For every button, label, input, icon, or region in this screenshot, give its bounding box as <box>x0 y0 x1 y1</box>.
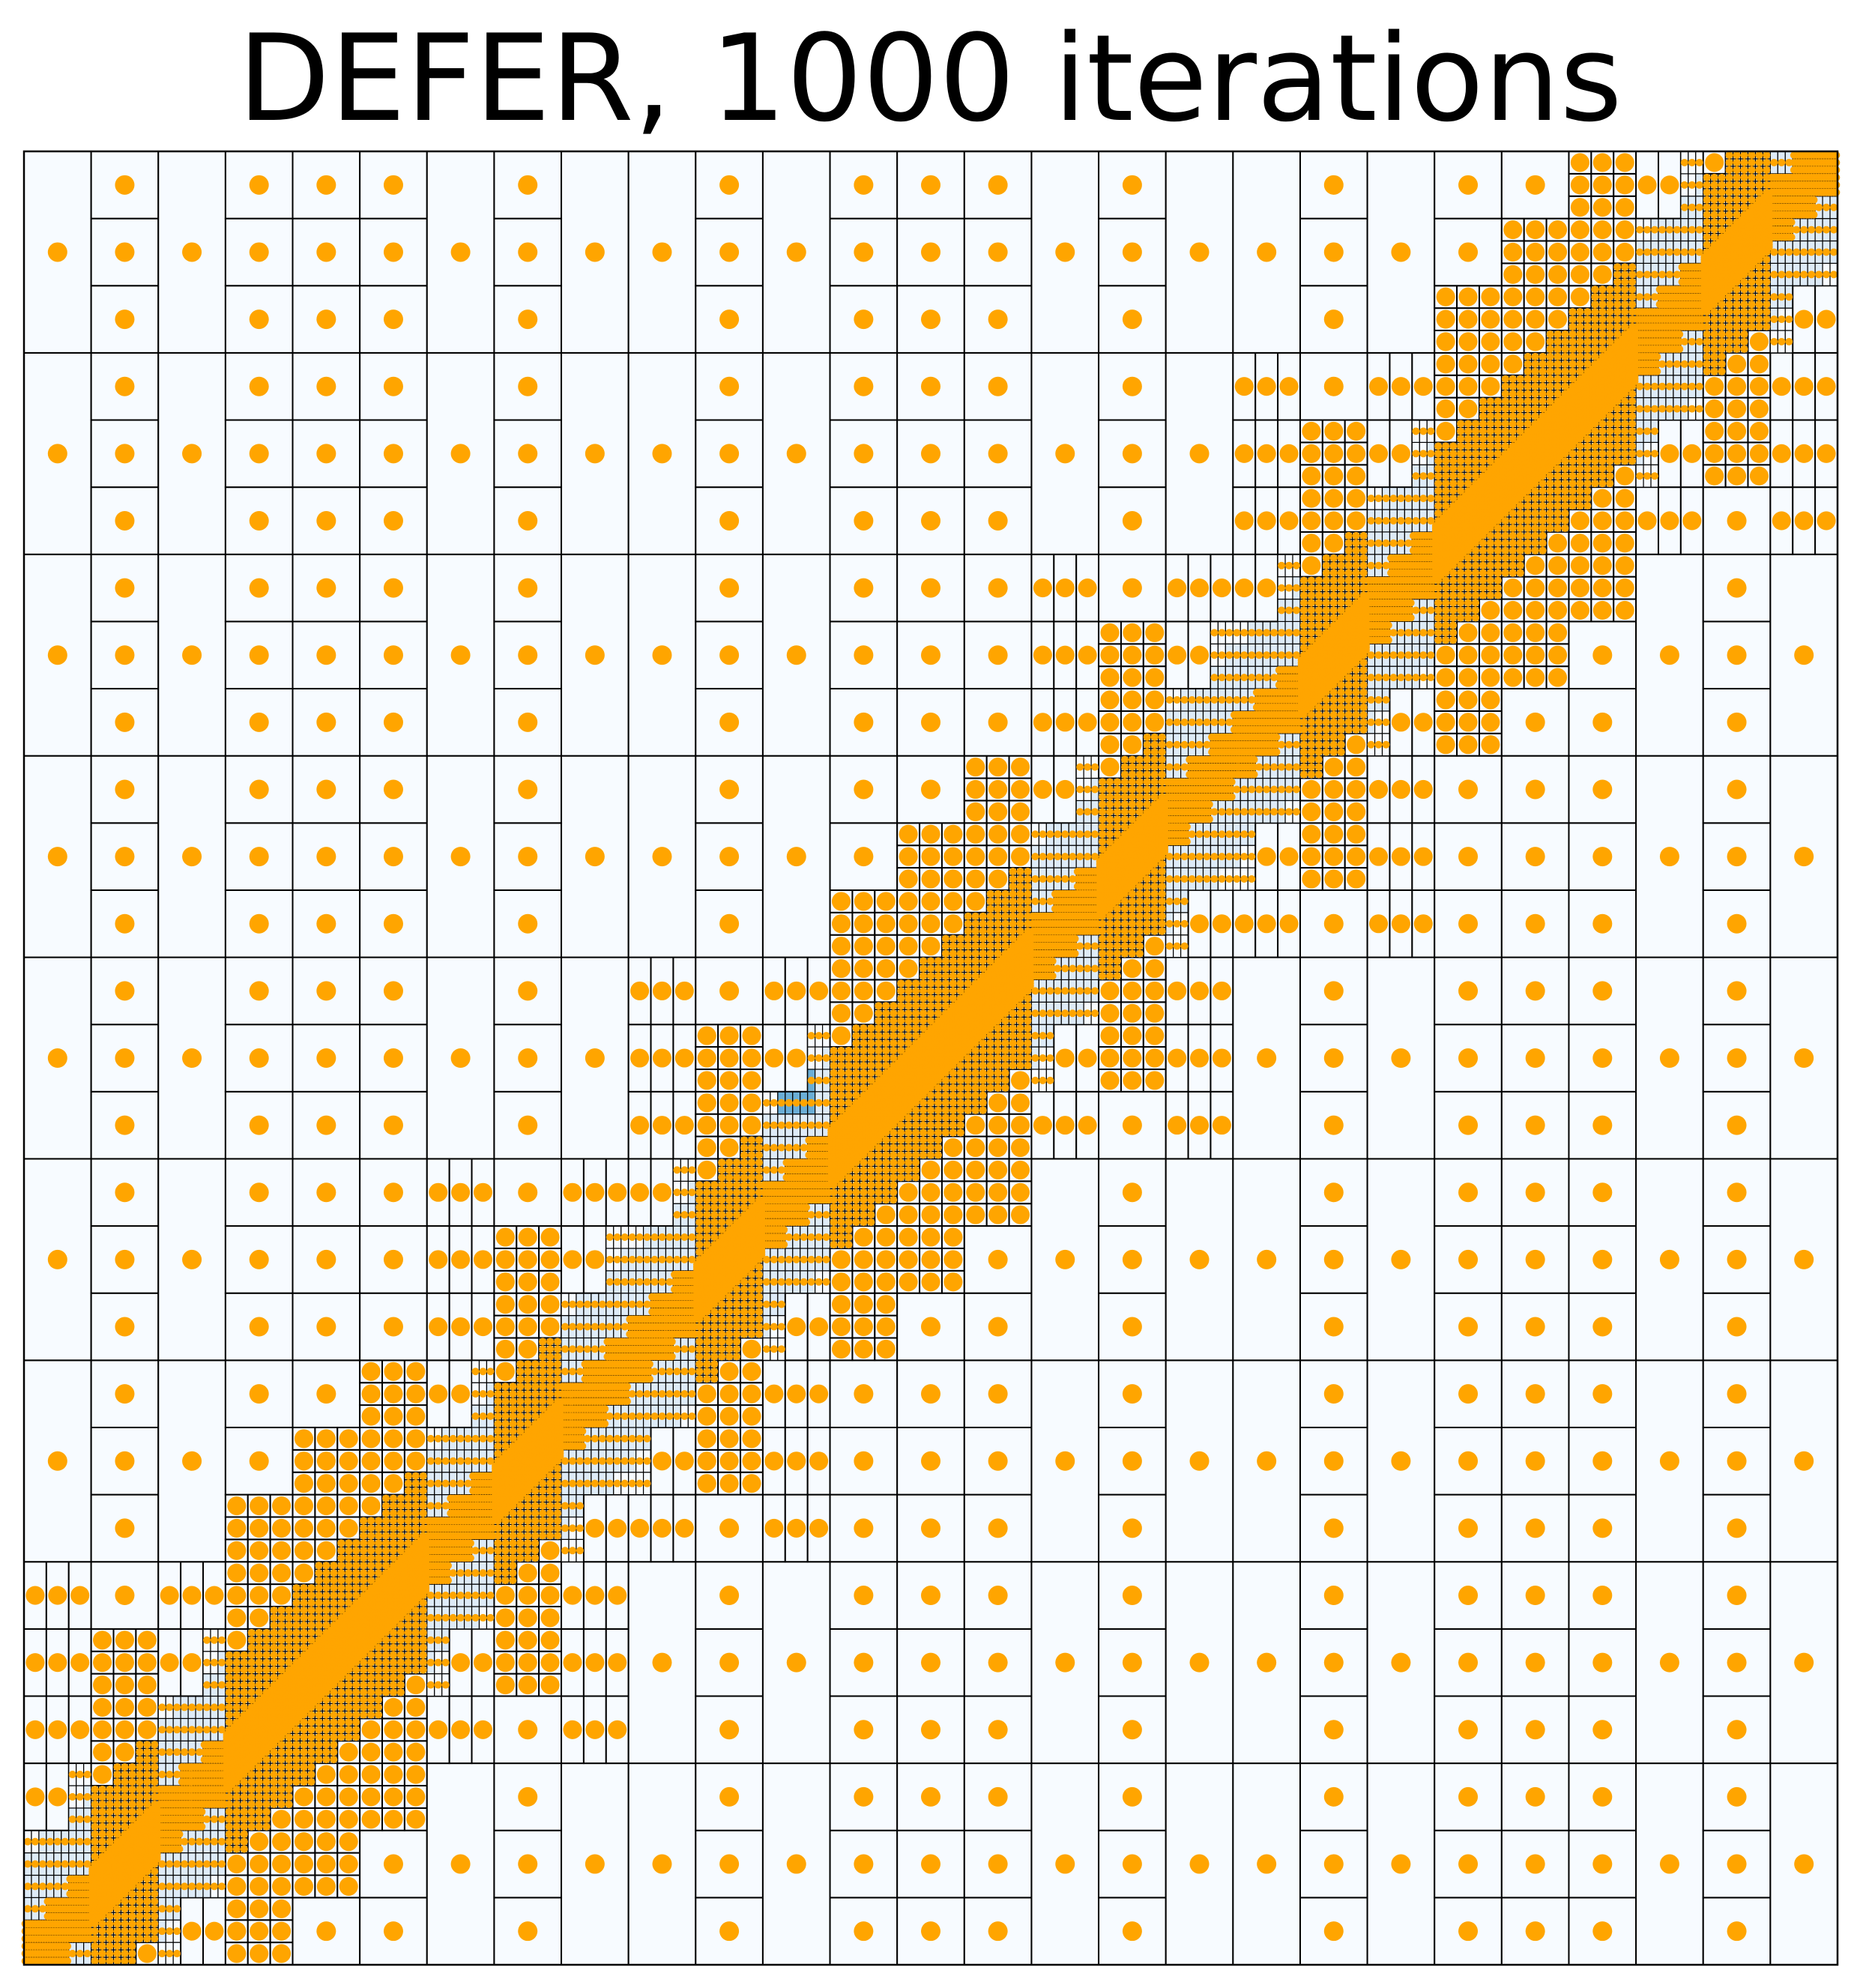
chart-plot-area <box>0 0 1860 1988</box>
